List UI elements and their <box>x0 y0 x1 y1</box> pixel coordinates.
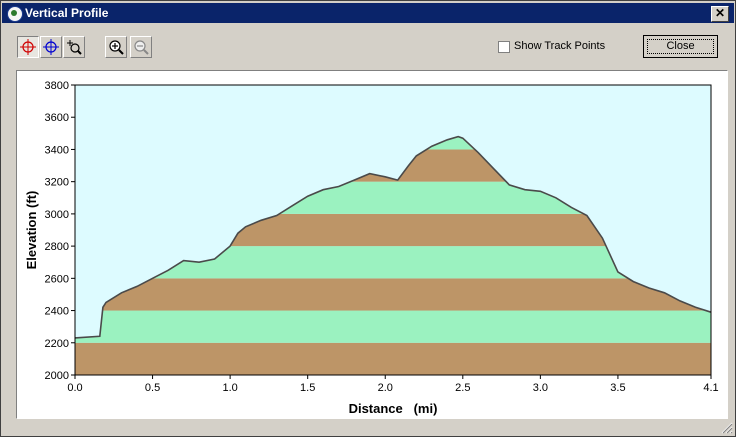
x-tick-label: 1.0 <box>222 382 237 394</box>
x-axis-label: Distance (mi) <box>349 401 438 416</box>
show-track-points-checkbox[interactable] <box>498 41 510 53</box>
x-tick-label: 0.5 <box>145 382 160 394</box>
y-tick-label: 2200 <box>45 338 69 350</box>
y-tick-label: 3600 <box>45 112 69 124</box>
zoom-in-tool-button[interactable] <box>105 36 127 58</box>
y-tick-label: 2600 <box>45 273 69 285</box>
x-tick-label: 1.5 <box>300 382 315 394</box>
elevation-band <box>75 278 711 311</box>
y-tick-label: 3400 <box>45 144 69 156</box>
globe-app-icon <box>7 6 23 22</box>
close-button[interactable]: Close <box>643 35 718 58</box>
x-tick-label: 3.0 <box>533 382 548 394</box>
x-tick-label: 2.0 <box>378 382 393 394</box>
y-axis-label: Elevation (ft) <box>24 191 39 270</box>
crosshair-blue-tool-button[interactable] <box>40 36 62 58</box>
y-tick-label: 3800 <box>45 80 69 92</box>
crosshair-red-tool-button[interactable] <box>17 36 39 58</box>
y-tick-label: 2400 <box>45 306 69 318</box>
y-tick-label: 3000 <box>45 209 69 221</box>
window-close-button[interactable]: ✕ <box>711 6 729 22</box>
zoom-box-tool-button[interactable] <box>63 36 85 58</box>
window-title: Vertical Profile <box>25 6 109 20</box>
x-tick-label: 0.0 <box>67 382 82 394</box>
zoom-in-icon <box>109 40 124 55</box>
y-tick-label: 2000 <box>45 370 69 382</box>
zoom-out-icon <box>134 40 149 55</box>
elevation-band <box>75 342 711 375</box>
resize-grip-icon[interactable] <box>721 422 733 434</box>
y-tick-label: 2800 <box>45 241 69 253</box>
x-tick-label: 3.5 <box>610 382 625 394</box>
zoom-out-tool-button[interactable] <box>130 36 152 58</box>
x-tick-label: 2.5 <box>455 382 470 394</box>
profile-plot-panel: 2000 2200 2400 2600 2800 3000 3200 3400 3600 3800… <box>16 70 728 419</box>
crosshair-blue-icon <box>43 39 59 55</box>
plot-frame <box>74 84 712 376</box>
profile-line <box>74 135 712 339</box>
show-track-points-label[interactable]: Show Track Points <box>514 40 606 52</box>
x-tick-label: 4.1 <box>703 382 718 394</box>
crosshair-red-icon <box>20 39 36 55</box>
y-tick-label: 3200 <box>45 177 69 189</box>
elevation-profile-chart[interactable]: 2000 2200 2400 2600 2800 3000 3200 3400 3600 3800… <box>17 71 727 418</box>
elevation-band <box>75 310 711 343</box>
title-bar[interactable]: Vertical Profile ✕ <box>2 3 734 23</box>
zoom-box-icon <box>67 40 82 55</box>
